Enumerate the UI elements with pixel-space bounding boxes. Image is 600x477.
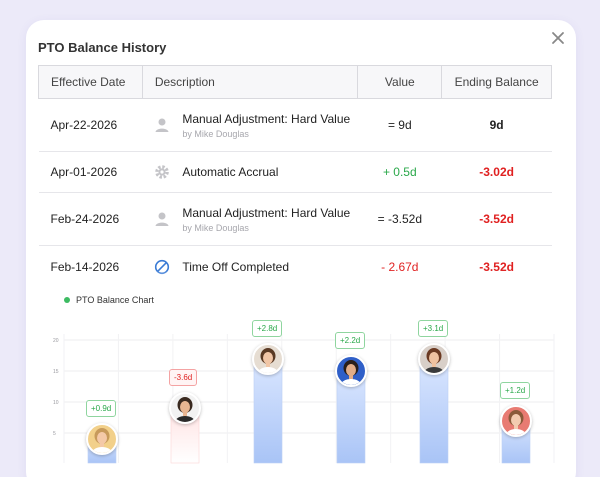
change-badge: +3.1d (418, 319, 449, 337)
row-description: Manual Adjustment: Hard Value (182, 205, 351, 220)
avatar (500, 404, 532, 437)
col-description[interactable]: Description (141, 65, 359, 99)
pto-balance-chart: 20 15 10 5 (53, 334, 555, 464)
row-date: Apr-01-2026 (38, 151, 143, 193)
pto-history-table: Effective Date Description Value Ending … (38, 65, 552, 288)
avatar (418, 342, 450, 375)
col-value[interactable]: Value (357, 65, 443, 99)
y-tick-label: 5 (53, 431, 56, 437)
chart-legend: PTO Balance Chart (64, 295, 154, 305)
row-value: = 9d (357, 98, 442, 152)
dialog-title: PTO Balance History (38, 40, 167, 55)
change-badge: +2.2d (335, 331, 366, 349)
row-balance: 9d (441, 98, 552, 152)
col-effective-date[interactable]: Effective Date (38, 65, 143, 99)
row-balance: -3.52d (441, 192, 552, 246)
avatar (169, 392, 201, 425)
row-author: by Mike Douglas (182, 128, 249, 139)
row-author: by Mike Douglas (182, 222, 249, 233)
user-icon (155, 118, 169, 132)
y-tick-label: 20 (53, 338, 59, 344)
table-row[interactable]: Apr-01-2026 Automatic Accrual + 0.5d -3.… (38, 151, 552, 193)
y-tick-label: 15 (53, 369, 59, 375)
y-tick-label: 10 (53, 400, 59, 406)
close-icon[interactable] (549, 29, 567, 47)
gear-icon (155, 165, 170, 179)
row-value: = -3.52d (357, 192, 442, 246)
col-ending-balance[interactable]: Ending Balance (441, 65, 552, 99)
table-row[interactable]: Apr-22-2026 Manual Adjustment: Hard Valu… (38, 98, 552, 152)
change-badge: +2.8d (252, 319, 283, 337)
table-row[interactable]: Feb-24-2026 Manual Adjustment: Hard Valu… (38, 192, 552, 246)
row-value: + 0.5d (357, 151, 442, 193)
change-badge: +1.2d (500, 381, 531, 399)
legend-dot-icon (64, 297, 70, 303)
change-badge: -3.6d (169, 369, 198, 387)
table-fade (38, 270, 552, 288)
change-badge: +0.9d (86, 400, 117, 418)
row-date: Apr-22-2026 (38, 98, 143, 152)
chart-title: PTO Balance Chart (76, 295, 154, 305)
row-date: Feb-24-2026 (38, 192, 143, 246)
row-balance: -3.02d (441, 151, 552, 193)
user-icon (155, 212, 169, 226)
row-description: Manual Adjustment: Hard Value (182, 111, 351, 126)
row-description: Automatic Accrual (182, 165, 279, 179)
avatar (335, 354, 367, 387)
avatar (252, 342, 284, 375)
avatar (86, 423, 118, 456)
